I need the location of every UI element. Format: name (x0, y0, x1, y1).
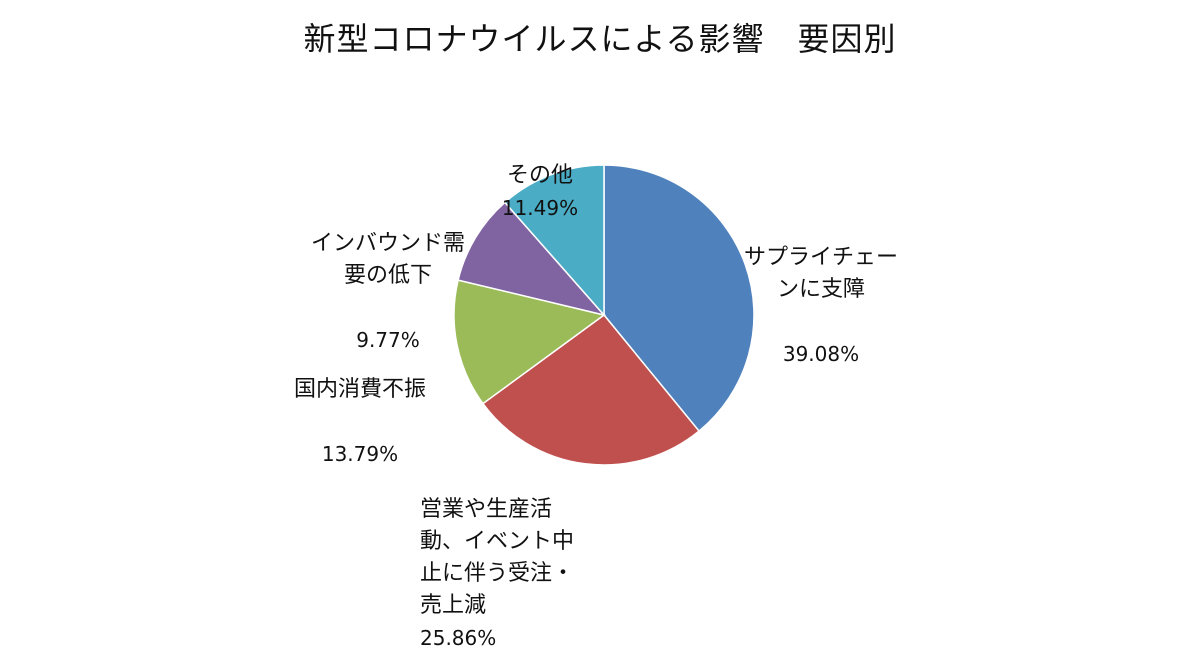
label-supply-chain-value: 39.08% (782, 342, 860, 366)
label-supply-chain: サプライチェー ンに支障 39.08% (728, 210, 914, 371)
slice-inbound-demand (457, 201, 607, 317)
slice-supply-chain (603, 164, 755, 433)
label-inbound-demand-value: 9.77% (356, 328, 420, 352)
label-domestic-consumption: 国内消費不振 13.79% (270, 342, 450, 471)
label-other-text: その他 (506, 163, 573, 188)
label-inbound-demand-text: インバウンド需 要の低下 (310, 231, 465, 288)
label-domestic-consumption-text: 国内消費不振 (293, 377, 426, 402)
slice-other (503, 164, 605, 317)
chart-stage: 新型コロナウイルスによる影響 要因別 サプライチェー ンに支障 39.08% 営… (270, 20, 914, 650)
label-other: その他 11.49% (440, 128, 640, 225)
chart-title: 新型コロナウイルスによる影響 要因別 (303, 20, 897, 58)
label-supply-chain-text: サプライチェー ンに支障 (743, 245, 898, 302)
slice-sales-decline (481, 313, 701, 466)
slice-domestic-consumption (453, 279, 606, 405)
label-other-value: 11.49% (501, 196, 579, 220)
label-domestic-consumption-value: 13.79% (321, 442, 399, 466)
label-sales-decline-text: 営業や生産活 動、イベント中 止に伴う受注・ 売上減 (420, 497, 575, 618)
label-sales-decline: 営業や生産活 動、イベント中 止に伴う受注・ 売上減 25.86% (420, 462, 660, 655)
pie-chart (453, 164, 755, 466)
label-inbound-demand: インバウンド需 要の低下 9.77% (296, 196, 480, 357)
